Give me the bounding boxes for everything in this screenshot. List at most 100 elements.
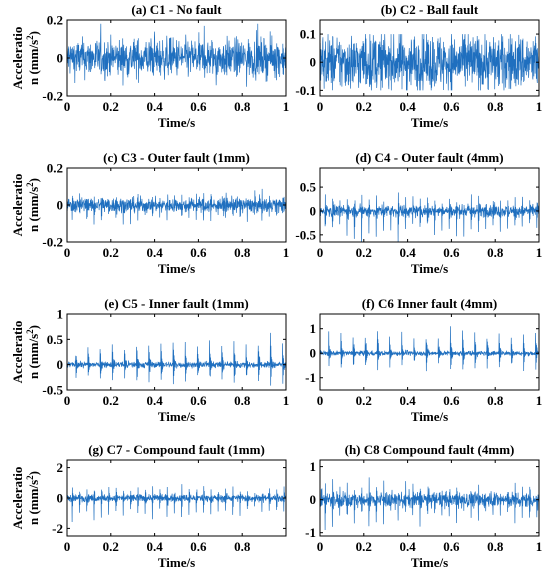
x-tick-label: 0.6: [443, 539, 460, 554]
panel-title: (h) C8 Compound fault (4mm): [345, 442, 515, 457]
panel-c: (c) C3 - Outer fault (1mm) 0 0.2 0.4 0.6 0.8 1…: [10, 150, 289, 276]
x-tick-label: 0.2: [103, 539, 119, 554]
panel-g: (g) C7 - Compound fault (1mm) 0 0.2 0.4 0.6 0…: [10, 442, 287, 570]
x-tick-label: 0.6: [190, 539, 207, 554]
x-tick-label: 0.4: [146, 393, 163, 408]
y-axis-label: Acceleration (mm/s2): [10, 321, 41, 384]
signal-line: [67, 484, 286, 522]
y-tick-label: 0: [57, 491, 64, 506]
y-tick-label: 0: [310, 203, 317, 218]
y-tick-label: 0: [310, 346, 317, 361]
x-tick-label: 0.8: [487, 393, 504, 408]
x-axis-label: Time/s: [411, 261, 448, 276]
panel-title: (a) C1 - No fault: [131, 2, 222, 17]
y-tick-label: -0.2: [42, 89, 63, 104]
x-tick-label: 0.6: [443, 393, 460, 408]
x-tick-label: 0.4: [146, 99, 163, 114]
x-tick-label: 0.4: [399, 99, 416, 114]
y-tick-label: -1: [305, 370, 316, 385]
panel-e: (e) C5 - Inner fault (1mm) 0 0.2 0.4 0.6 0.8 1…: [10, 296, 289, 424]
x-tick-label: 1: [536, 245, 543, 260]
y-tick-label: -2: [52, 521, 63, 536]
panel-title: (e) C5 - Inner fault (1mm): [104, 296, 249, 311]
x-axis-label: Time/s: [411, 555, 448, 570]
signal-line: [320, 34, 539, 91]
y-tick-label: -0.1: [295, 83, 316, 98]
y-tick-label: 0.1: [300, 27, 316, 42]
panel-f: (f) C6 Inner fault (4mm) 0 0.2 0.4 0.6 0.8 1 1 0…: [305, 296, 542, 424]
panel-title: (g) C7 - Compound fault (1mm): [88, 442, 265, 457]
signal-line: [67, 332, 286, 386]
y-tick-label: 0.5: [300, 180, 317, 195]
y-axis-label: Acceleration (mm/s2): [10, 27, 41, 90]
x-tick-label: 0.2: [356, 245, 372, 260]
x-tick-label: 0.4: [399, 393, 416, 408]
x-tick-label: 0: [317, 245, 324, 260]
x-tick-label: 0.4: [146, 245, 163, 260]
axes-frame: [319, 19, 540, 97]
signal-line: [67, 23, 286, 87]
x-tick-label: 0.8: [234, 99, 251, 114]
panel-title: (b) C2 - Ball fault: [381, 2, 479, 17]
signal-line: [67, 188, 286, 225]
x-axis-label: Time/s: [158, 115, 195, 130]
x-tick-label: 0.8: [234, 393, 251, 408]
x-tick-label: 0: [64, 539, 71, 554]
x-tick-label: 0.6: [190, 245, 207, 260]
x-tick-label: 0.2: [356, 99, 372, 114]
x-tick-label: 0: [64, 393, 71, 408]
x-tick-label: 1: [536, 393, 543, 408]
signal-line: [320, 477, 539, 531]
x-tick-label: 1: [536, 539, 543, 554]
y-tick-label: 0.2: [47, 13, 63, 28]
y-tick-label: 0: [57, 357, 64, 372]
x-tick-label: 0.2: [356, 539, 372, 554]
x-tick-label: 0: [64, 99, 71, 114]
x-tick-label: 0: [317, 99, 324, 114]
x-tick-label: 0.2: [356, 393, 372, 408]
y-tick-label: 0.2: [47, 161, 63, 176]
axes-frame: [319, 167, 540, 243]
x-axis-label: Time/s: [158, 555, 195, 570]
y-tick-label: 0.5: [47, 332, 64, 347]
y-axis-label: Acceleration (mm/s2): [10, 174, 41, 237]
y-tick-label: -0.2: [42, 235, 63, 250]
x-tick-label: 0.6: [443, 245, 460, 260]
x-axis-label: Time/s: [411, 409, 448, 424]
panel-title: (c) C3 - Outer fault (1mm): [103, 150, 250, 165]
x-tick-label: 0.8: [487, 245, 504, 260]
x-tick-label: 0: [317, 393, 324, 408]
y-tick-label: 0: [57, 198, 64, 213]
y-tick-label: 0: [310, 492, 317, 507]
x-tick-label: 1: [283, 245, 290, 260]
x-tick-label: 1: [283, 99, 290, 114]
axes-frame: [66, 313, 287, 391]
y-tick-label: 2: [57, 460, 64, 475]
x-axis-label: Time/s: [158, 409, 195, 424]
x-tick-label: 0.6: [443, 99, 460, 114]
x-tick-label: 0.8: [487, 539, 504, 554]
y-tick-label: -1: [305, 525, 316, 540]
y-tick-label: 1: [310, 321, 317, 336]
x-tick-label: 0.8: [487, 99, 504, 114]
y-tick-label: 0: [310, 55, 317, 70]
panel-h: (h) C8 Compound fault (4mm) 0 0.2 0.4 0.6 0.8…: [305, 442, 542, 570]
signal-line: [320, 326, 539, 372]
x-tick-label: 0.2: [103, 393, 119, 408]
y-tick-label: -0.5: [295, 227, 316, 242]
x-tick-label: 0.2: [103, 245, 119, 260]
y-tick-label: 1: [310, 459, 317, 474]
x-tick-label: 0.6: [190, 393, 207, 408]
x-tick-label: 0.8: [234, 245, 251, 260]
y-axis-label: Acceleration (mm/s2): [10, 467, 41, 530]
x-tick-label: 0: [64, 245, 71, 260]
panel-title: (d) C4 - Outer fault (4mm): [355, 150, 503, 165]
x-tick-label: 1: [283, 393, 290, 408]
axes-frame: [319, 313, 540, 391]
x-tick-label: 1: [536, 99, 543, 114]
panel-d: (d) C4 - Outer fault (4mm) 0 0.2 0.4 0.6 0.8 1…: [295, 150, 542, 276]
